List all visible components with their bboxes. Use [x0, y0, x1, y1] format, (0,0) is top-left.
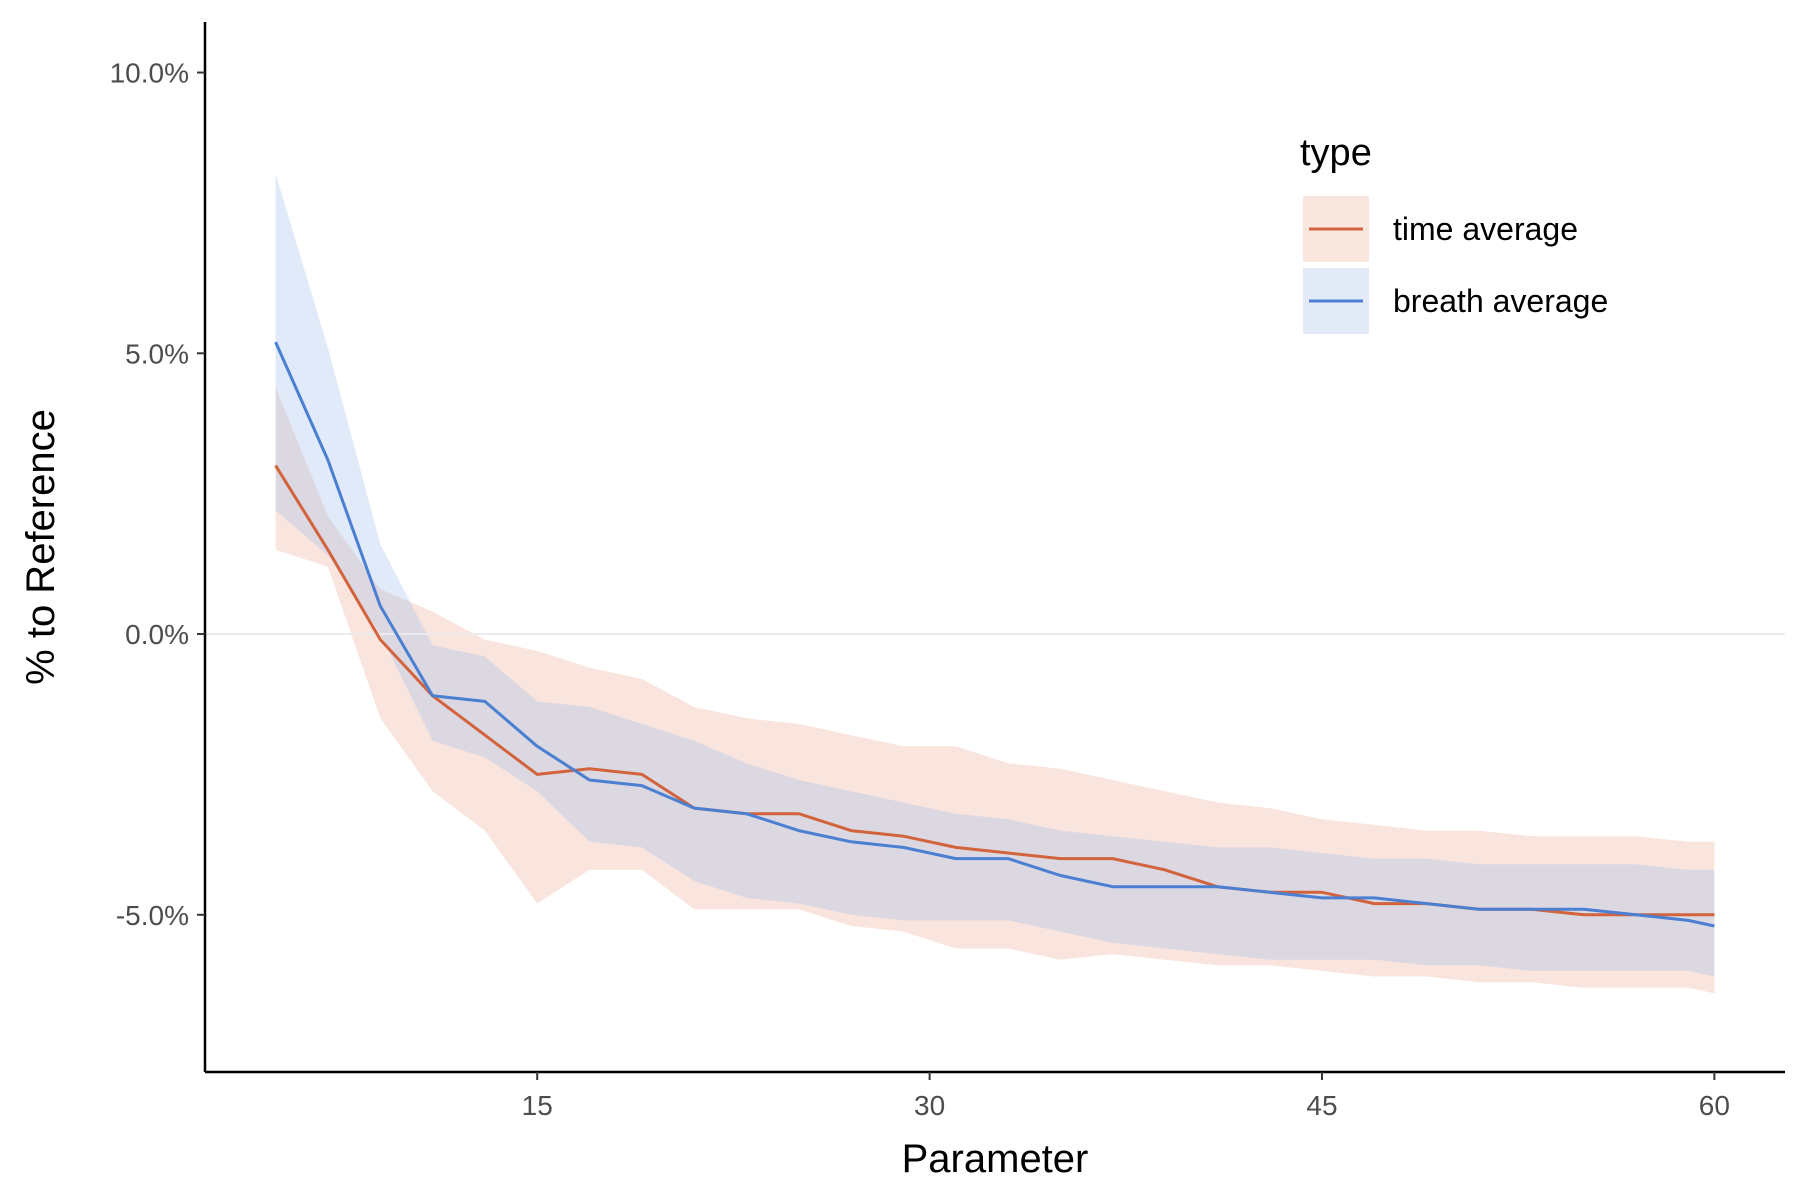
x-tick-label: 45: [1306, 1090, 1337, 1121]
x-tick-label: 30: [914, 1090, 945, 1121]
x-tick-label: 60: [1699, 1090, 1730, 1121]
legend-title: type: [1300, 132, 1372, 174]
line-breath-average: [274, 341, 1715, 928]
y-tick-label: 5.0%: [125, 338, 189, 369]
legend-label: time average: [1393, 211, 1578, 247]
x-tick-label: 15: [522, 1090, 553, 1121]
band-breath-average: [275, 173, 1715, 977]
legend-entries: time average breath average: [1303, 196, 1608, 334]
y-tick-label: -5.0%: [116, 900, 189, 931]
legend-entry: breath average: [1303, 268, 1608, 334]
legend-entry: time average: [1303, 196, 1578, 262]
band-time-average: [275, 387, 1715, 994]
legend: type time average breath average: [1300, 132, 1608, 334]
y-axis-ticks: -5.0% 0.0% 5.0% 10.0%: [110, 58, 205, 931]
legend-label: breath average: [1393, 283, 1608, 319]
y-tick-label: 0.0%: [125, 619, 189, 650]
y-tick-label: 10.0%: [110, 58, 189, 89]
y-axis-title: % to Reference: [19, 409, 63, 685]
series-lines: [274, 341, 1715, 928]
confidence-bands: [275, 173, 1715, 994]
x-axis-ticks: 15 30 45 60: [522, 1072, 1730, 1121]
x-axis-title: Parameter: [902, 1137, 1089, 1181]
